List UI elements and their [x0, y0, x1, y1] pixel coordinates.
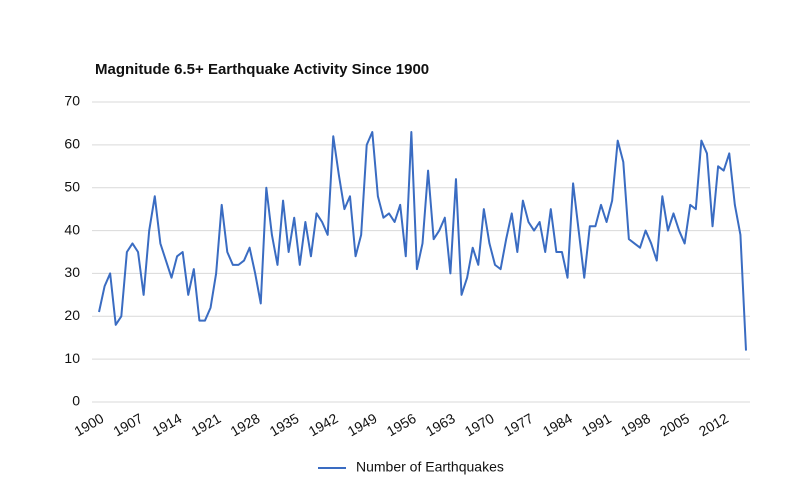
- x-tick-label: 1998: [618, 410, 653, 440]
- x-tick-label: 1949: [345, 410, 380, 440]
- x-tick-label: 1900: [71, 410, 106, 440]
- y-tick-label: 60: [64, 136, 80, 152]
- x-tick-label: 1907: [110, 410, 145, 440]
- x-tick-label: 2005: [657, 410, 692, 440]
- y-tick-label: 0: [72, 393, 80, 409]
- y-tick-label: 50: [64, 178, 80, 194]
- y-tick-label: 10: [64, 350, 80, 366]
- legend-label: Number of Earthquakes: [356, 459, 504, 475]
- y-tick-label: 20: [64, 307, 80, 323]
- chart-title: Magnitude 6.5+ Earthquake Activity Since…: [95, 61, 429, 78]
- x-tick-label: 1928: [228, 410, 263, 440]
- x-tick-label: 2012: [696, 410, 731, 440]
- x-tick-label: 1963: [423, 410, 458, 440]
- x-tick-label: 1942: [306, 410, 341, 440]
- x-tick-label: 1991: [579, 410, 614, 440]
- x-tick-label: 1921: [188, 410, 223, 440]
- x-tick-label: 1956: [384, 410, 419, 440]
- x-tick-label: 1935: [267, 410, 302, 440]
- x-tick-label: 1914: [149, 410, 184, 440]
- y-tick-label: 70: [64, 93, 80, 109]
- x-tick-label: 1970: [462, 410, 497, 440]
- data-line: [98, 131, 747, 351]
- y-tick-label: 30: [64, 264, 80, 280]
- y-tick-label: 40: [64, 221, 80, 237]
- x-tick-label: 1984: [540, 410, 575, 440]
- x-tick-label: 1977: [501, 410, 536, 440]
